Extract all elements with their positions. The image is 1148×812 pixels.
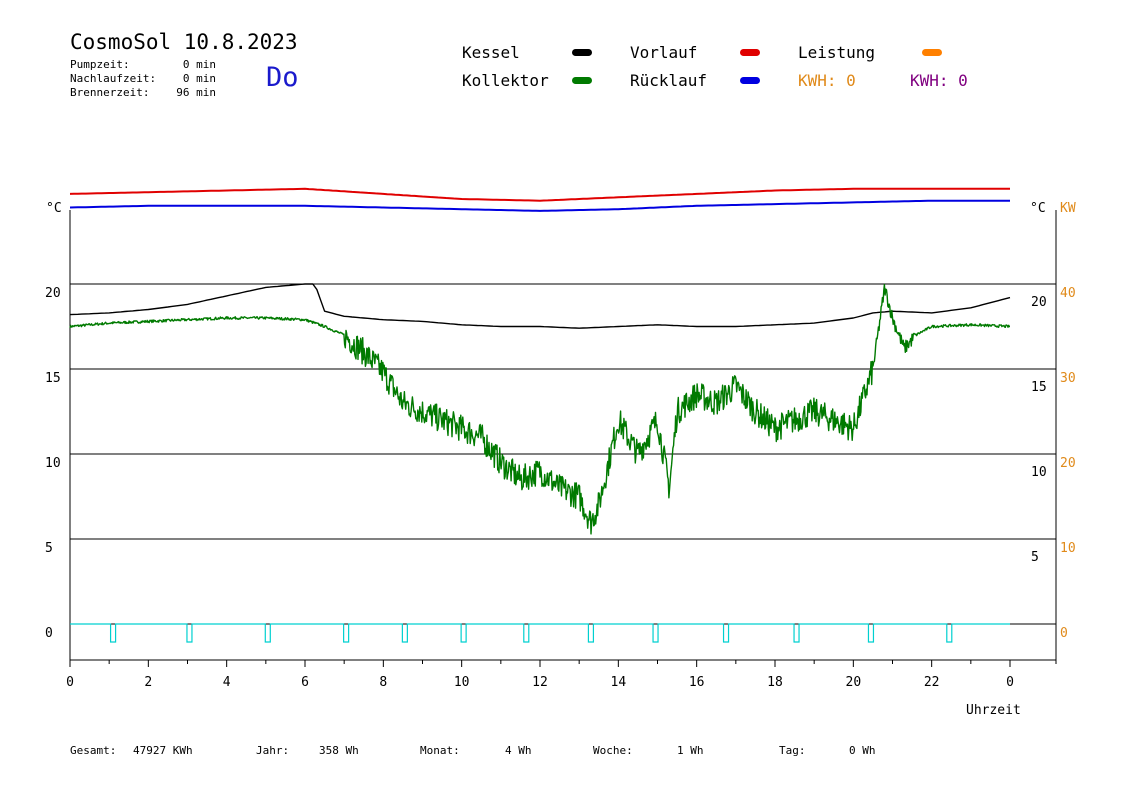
- y-kw-tick-label: 40: [1060, 286, 1076, 301]
- legend-kollektor: Kollektor: [462, 71, 549, 90]
- chart-labels: 0 2 4 6 8 10 12 14 16 18 20 22 0 0 5 10 15 20 5 10 15 20 0 10 20…: [45, 201, 1076, 718]
- y-left-tick-label: 0: [45, 626, 53, 641]
- legend-kessel-swatch: [572, 49, 592, 56]
- y-right-tick-label: 20: [1031, 295, 1047, 310]
- y-left-tick-label: 15: [45, 371, 61, 386]
- legend-kwh-total: KWH: 0: [910, 71, 968, 90]
- series-kessel: [69, 283, 1011, 329]
- footer-monat-label: Monat:: [420, 744, 460, 757]
- x-tick-label: 22: [924, 675, 940, 690]
- x-tick-label: 2: [144, 675, 152, 690]
- x-tick-label: 0: [66, 675, 74, 690]
- series-vorlauf: [69, 187, 1010, 202]
- x-tick-label: 18: [767, 675, 783, 690]
- x-tick-label: 0: [1006, 675, 1014, 690]
- legend-kollektor-swatch: [572, 77, 592, 84]
- legend-ruecklauf-swatch: [740, 77, 760, 84]
- footer-jahr-value: 358 Wh: [319, 744, 359, 757]
- footer-gesamt-label: Gesamt:: [70, 744, 117, 757]
- stat-nachlaufzeit-label: Nachlaufzeit:: [70, 72, 157, 85]
- y-right-tick-label: 5: [1031, 550, 1039, 565]
- y-left-unit: °C: [46, 201, 62, 216]
- series-ruecklauf: [69, 199, 1010, 212]
- y-kw-unit: KW: [1060, 201, 1076, 216]
- footer-woche-label: Woche:: [593, 744, 633, 757]
- y-left-tick-label: 5: [45, 541, 53, 556]
- x-axis-title: Uhrzeit: [966, 703, 1021, 718]
- y-kw-tick-label: 20: [1060, 456, 1076, 471]
- stat-brennerzeit-label: Brennerzeit:: [70, 86, 150, 99]
- footer-jahr-label: Jahr:: [256, 744, 290, 757]
- footer-gesamt-value: 47927 KWh: [133, 744, 193, 757]
- footer-woche-value: 1 Wh: [677, 744, 704, 757]
- stat-pumpzeit-value: 0 min: [182, 58, 216, 71]
- legend-leistung: Leistung: [798, 43, 876, 62]
- footer-monat-value: 4 Wh: [505, 744, 532, 757]
- series-pumpe: [70, 623, 1010, 643]
- y-right-tick-label: 15: [1031, 380, 1047, 395]
- series-kollektor: [69, 283, 1010, 535]
- x-tick-label: 16: [689, 675, 705, 690]
- legend-kessel: Kessel: [462, 43, 520, 62]
- stat-pumpzeit-label: Pumpzeit:: [70, 58, 130, 71]
- chart-title: CosmoSol 10.8.2023: [70, 30, 298, 54]
- chart-axes: [69, 210, 1057, 667]
- x-tick-label: 8: [379, 675, 387, 690]
- legend-leistung-swatch: [922, 49, 942, 56]
- legend-vorlauf-swatch: [740, 49, 760, 56]
- stat-nachlaufzeit-value: 0 min: [182, 72, 216, 85]
- y-right-unit: °C: [1030, 201, 1046, 216]
- legend-vorlauf: Vorlauf: [630, 43, 698, 62]
- y-kw-tick-label: 0: [1060, 626, 1068, 641]
- legend-kwh-leistung: KWH: 0: [798, 71, 856, 90]
- weekday-label: Do: [266, 62, 299, 93]
- chart-grid: [70, 283, 1056, 625]
- x-tick-label: 12: [532, 675, 548, 690]
- y-left-tick-label: 20: [45, 286, 61, 301]
- y-right-tick-label: 10: [1031, 465, 1047, 480]
- x-tick-label: 14: [611, 675, 627, 690]
- x-tick-label: 20: [846, 675, 862, 690]
- y-left-tick-label: 10: [45, 456, 61, 471]
- y-kw-tick-label: 10: [1060, 541, 1076, 556]
- y-kw-tick-label: 30: [1060, 371, 1076, 386]
- chart-series: [69, 187, 1011, 643]
- x-tick-label: 6: [301, 675, 309, 690]
- footer-tag-value: 0 Wh: [849, 744, 876, 757]
- legend-ruecklauf: Rücklauf: [630, 71, 708, 90]
- footer-tag-label: Tag:: [779, 744, 806, 757]
- x-tick-label: 4: [223, 675, 231, 690]
- x-tick-label: 10: [454, 675, 470, 690]
- stat-brennerzeit-value: 96 min: [176, 86, 216, 99]
